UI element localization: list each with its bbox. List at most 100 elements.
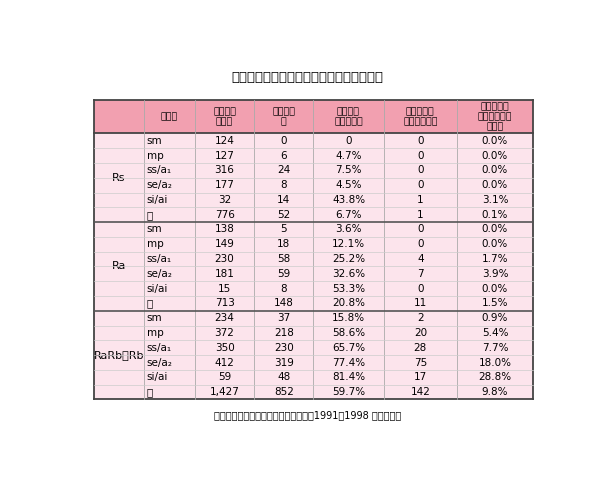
Text: 149: 149	[215, 239, 235, 249]
Text: 1.5%: 1.5%	[482, 299, 508, 308]
Text: 28: 28	[414, 343, 427, 353]
Text: 0: 0	[417, 165, 424, 175]
Text: 148: 148	[274, 299, 293, 308]
Text: 58: 58	[277, 254, 290, 264]
Bar	[94, 178, 533, 192]
Text: 0: 0	[280, 136, 287, 146]
Text: 177: 177	[215, 180, 235, 190]
Bar	[94, 355, 533, 370]
Text: 0.1%: 0.1%	[482, 210, 508, 220]
Text: 28.8%: 28.8%	[478, 372, 512, 382]
Text: 1: 1	[417, 210, 424, 220]
Text: ss/a₁: ss/a₁	[146, 254, 172, 264]
Text: sm: sm	[146, 225, 162, 234]
Text: 181: 181	[215, 269, 235, 279]
Bar	[94, 192, 533, 207]
Text: 32.6%: 32.6%	[332, 269, 365, 279]
Text: 20.8%: 20.8%	[332, 299, 365, 308]
Text: 4: 4	[417, 254, 424, 264]
Text: 8: 8	[280, 180, 287, 190]
Text: 計: 計	[146, 210, 153, 220]
Bar	[94, 100, 533, 133]
Text: si/ai: si/ai	[146, 372, 168, 382]
Text: 142: 142	[410, 387, 430, 397]
Text: 32: 32	[218, 195, 231, 205]
Bar	[94, 252, 533, 266]
Text: 12.1%: 12.1%	[332, 239, 365, 249]
Text: 218: 218	[274, 328, 293, 338]
Text: 側方転移
陽性症例数: 側方転移 陽性症例数	[334, 107, 363, 126]
Text: 65.7%: 65.7%	[332, 343, 365, 353]
Text: 3.1%: 3.1%	[482, 195, 508, 205]
Text: 0.0%: 0.0%	[482, 165, 508, 175]
Text: 9.8%: 9.8%	[482, 387, 508, 397]
Bar	[94, 384, 533, 399]
Text: Ra: Ra	[112, 262, 126, 271]
Text: 5.4%: 5.4%	[482, 328, 508, 338]
Text: 0.0%: 0.0%	[482, 136, 508, 146]
Bar	[94, 266, 533, 281]
Text: 43.8%: 43.8%	[332, 195, 365, 205]
Text: 0.0%: 0.0%	[482, 180, 508, 190]
Text: 計: 計	[146, 299, 153, 308]
Text: 350: 350	[215, 343, 235, 353]
Text: 0: 0	[417, 180, 424, 190]
Text: 側方転移率
（対側方郭清
症例）: 側方転移率 （対側方郭清 症例）	[478, 102, 512, 132]
Text: 7.5%: 7.5%	[335, 165, 362, 175]
Text: si/ai: si/ai	[146, 284, 168, 294]
Bar	[94, 281, 533, 296]
Text: 8: 8	[280, 284, 287, 294]
Text: ss/a₁: ss/a₁	[146, 165, 172, 175]
Text: 138: 138	[215, 225, 235, 234]
Bar	[94, 148, 533, 163]
Text: 0: 0	[417, 225, 424, 234]
Text: 15: 15	[218, 284, 231, 294]
Bar	[94, 296, 533, 311]
Bar	[94, 133, 533, 148]
Bar	[94, 311, 533, 325]
Text: 0: 0	[417, 136, 424, 146]
Text: 25.2%: 25.2%	[332, 254, 365, 264]
Text: 6: 6	[280, 151, 287, 160]
Text: 1.7%: 1.7%	[482, 254, 508, 264]
Text: Rs: Rs	[112, 173, 126, 183]
Text: se/a₂: se/a₂	[146, 269, 173, 279]
Text: 5: 5	[280, 225, 287, 234]
Text: 319: 319	[274, 358, 293, 368]
Text: 59: 59	[277, 269, 290, 279]
Text: 124: 124	[215, 136, 235, 146]
Text: 3.6%: 3.6%	[335, 225, 362, 234]
Text: 7.7%: 7.7%	[482, 343, 508, 353]
Text: 412: 412	[215, 358, 235, 368]
Bar	[94, 237, 533, 252]
Text: 713: 713	[215, 299, 235, 308]
Text: 6.7%: 6.7%	[335, 210, 362, 220]
Text: 15.8%: 15.8%	[332, 313, 365, 323]
Text: 症例数: 症例数	[161, 112, 178, 121]
Text: 48: 48	[277, 372, 290, 382]
Text: 77.4%: 77.4%	[332, 358, 365, 368]
Text: 81.4%: 81.4%	[332, 372, 365, 382]
Text: sm: sm	[146, 313, 162, 323]
Text: 4.5%: 4.5%	[335, 180, 362, 190]
Text: 316: 316	[215, 165, 235, 175]
Text: RaRb＋Rb: RaRb＋Rb	[94, 350, 144, 360]
Text: sm: sm	[146, 136, 162, 146]
Text: 75: 75	[414, 358, 427, 368]
Text: 59: 59	[218, 372, 231, 382]
Text: mp: mp	[146, 328, 163, 338]
Text: 側方郭清
症例数: 側方郭清 症例数	[213, 107, 236, 126]
Text: 14: 14	[277, 195, 290, 205]
Text: si/ai: si/ai	[146, 195, 168, 205]
Text: 59.7%: 59.7%	[332, 387, 365, 397]
Text: 24: 24	[277, 165, 290, 175]
Text: 0: 0	[417, 239, 424, 249]
Text: 2: 2	[417, 313, 424, 323]
Text: se/a₂: se/a₂	[146, 358, 173, 368]
Text: 0.0%: 0.0%	[482, 225, 508, 234]
Text: 53.3%: 53.3%	[332, 284, 365, 294]
Bar	[94, 340, 533, 355]
Text: 0.0%: 0.0%	[482, 284, 508, 294]
Text: 52: 52	[277, 210, 290, 220]
Text: 776: 776	[215, 210, 235, 220]
